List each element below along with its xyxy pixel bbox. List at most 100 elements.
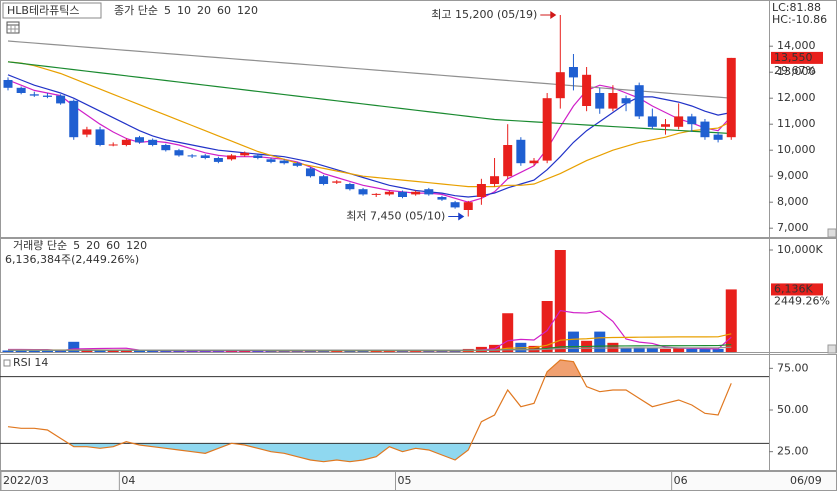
y-tick-label: 8,000	[777, 195, 809, 208]
candle-body	[398, 191, 407, 197]
calendar-icon[interactable]	[6, 21, 20, 34]
candle-body	[174, 150, 184, 156]
candle-body	[305, 168, 315, 177]
ma-line	[7, 74, 732, 198]
volume-bar	[28, 350, 40, 352]
last-date-label: 06/09	[790, 474, 822, 487]
volume-bar	[410, 350, 422, 352]
candle-body	[647, 116, 657, 127]
candle-body	[621, 98, 631, 104]
ma-line	[7, 61, 732, 188]
candle-body	[634, 85, 644, 117]
candle-body	[529, 160, 539, 164]
volume-bar	[554, 250, 566, 352]
volume-bar	[712, 348, 724, 352]
candle-body	[384, 191, 394, 195]
candle-body	[674, 116, 684, 127]
x-tick-label: 06	[674, 474, 688, 487]
legend-swatch	[3, 359, 11, 367]
candle-body	[108, 144, 118, 146]
annotation: 최저 7,450 (05/10)	[346, 210, 445, 223]
candle-body	[542, 98, 552, 161]
panel-handle[interactable]	[827, 228, 837, 238]
volume-bar	[673, 347, 685, 352]
volume-bar	[660, 348, 671, 352]
candle-body	[490, 176, 500, 184]
ma-line	[8, 346, 732, 351]
y-tick-label: 11,000	[777, 117, 816, 130]
candle-body	[608, 93, 618, 109]
candle-body	[516, 139, 526, 164]
volume-bar	[436, 350, 448, 352]
candle-body	[240, 152, 250, 156]
legend-entry: 60	[106, 239, 120, 252]
lc-label: LC:81.88	[772, 1, 821, 14]
candle-body	[582, 74, 592, 106]
y-tick-label: 14,000	[777, 39, 816, 52]
volume-info: 6,136,384주(2,449.26%)	[5, 253, 139, 266]
candle-body	[121, 139, 131, 145]
candle-body	[661, 124, 670, 127]
candle-body	[568, 67, 578, 78]
candle-body	[332, 181, 342, 183]
ma-line	[7, 40, 732, 99]
candle-body	[95, 129, 105, 145]
volume-bar	[541, 301, 553, 352]
volume-bar	[686, 348, 698, 352]
candle-body	[726, 57, 736, 138]
candle-body	[424, 189, 434, 195]
volume-bar	[620, 347, 632, 352]
legend-label: RSI 14	[13, 356, 48, 369]
candle-body	[56, 95, 66, 104]
candle-body	[713, 134, 723, 140]
y-tick-label: 10,000K	[777, 243, 823, 256]
candle-body	[200, 155, 210, 158]
y-tick-label: 50.00	[777, 403, 809, 416]
legend-entry: 5	[73, 239, 80, 252]
volume-bar	[199, 350, 211, 352]
x-tick-label: 2022/03	[3, 474, 49, 487]
legend-entry: 20	[86, 239, 100, 252]
legend-entry: 10	[177, 4, 191, 17]
candle-body	[213, 158, 223, 162]
volume-bar	[567, 331, 579, 352]
candle-body	[503, 145, 513, 177]
candle-body	[463, 202, 473, 210]
volume-bar	[370, 350, 382, 352]
x-tick-label: 04	[121, 474, 135, 487]
annotation: 최고 15,200 (05/19)	[431, 8, 537, 21]
legend-entry: 120	[126, 239, 147, 252]
volume-bar	[725, 289, 737, 352]
volume-bar	[15, 350, 27, 352]
y-tick-label: 75.00	[777, 361, 809, 374]
y-tick-label: 25.00	[777, 445, 809, 458]
y-tick-label: 13,000	[777, 65, 816, 78]
volume-bar	[265, 350, 277, 352]
candle-body	[227, 155, 237, 160]
candle-body	[700, 121, 710, 138]
chart-title: HLB테라퓨틱스	[7, 4, 80, 17]
title-box	[2, 2, 102, 19]
volume-bar	[344, 350, 356, 352]
overbought-fill	[545, 360, 582, 377]
volume-bar	[186, 350, 198, 352]
last-volume-box	[771, 283, 823, 296]
volume-bar	[646, 348, 658, 352]
candle-body	[371, 193, 381, 195]
candle-body	[266, 159, 276, 162]
candle-body	[411, 191, 421, 195]
candle-body	[16, 87, 26, 93]
arrow-head	[550, 11, 557, 19]
legend-entry: 60	[217, 4, 231, 17]
legend-label: 거래량 단순	[13, 239, 67, 252]
last-price-label: 13,550	[774, 51, 813, 64]
volume-bar	[291, 350, 303, 352]
volume-bar	[107, 350, 119, 352]
volume-bar	[120, 350, 132, 352]
rsi-line	[7, 359, 732, 463]
volume-bar	[147, 350, 159, 352]
candle-body	[292, 163, 302, 166]
candle-body	[253, 155, 263, 158]
panel-handle[interactable]	[827, 344, 837, 354]
